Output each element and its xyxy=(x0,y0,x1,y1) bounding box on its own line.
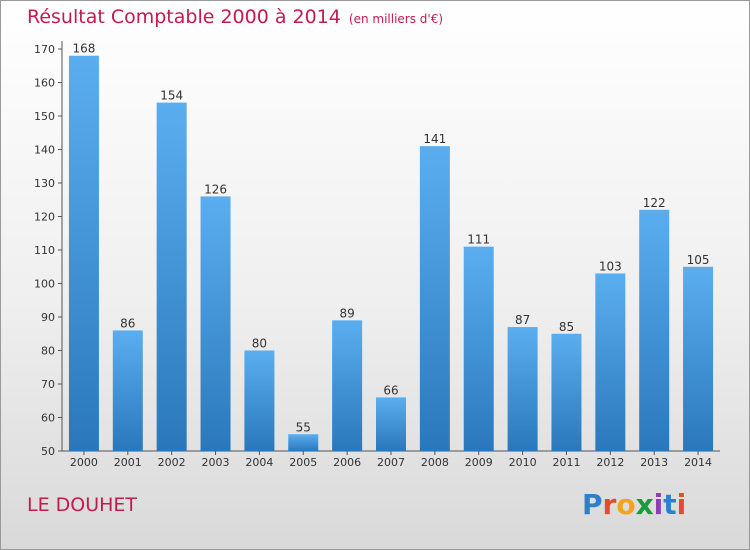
x-tick-label-2013: 2013 xyxy=(640,456,668,469)
bar-2000 xyxy=(68,55,99,451)
x-tick-label-2014: 2014 xyxy=(684,456,712,469)
x-tick-label-2008: 2008 xyxy=(421,456,449,469)
x-tick-label-2011: 2011 xyxy=(552,456,580,469)
bar-2008 xyxy=(419,146,450,451)
x-tick-label-2009: 2009 xyxy=(465,456,493,469)
x-tick-label-2012: 2012 xyxy=(596,456,624,469)
data-label-2011: 85 xyxy=(559,320,574,334)
data-label-2005: 55 xyxy=(296,420,311,434)
y-tick-label: 120 xyxy=(34,211,55,224)
bar-2004 xyxy=(244,350,275,451)
data-label-2007: 66 xyxy=(383,383,398,397)
y-tick-label: 100 xyxy=(34,278,55,291)
bar-2005 xyxy=(288,434,319,451)
y-tick-label: 150 xyxy=(34,110,55,123)
data-label-2009: 111 xyxy=(467,233,490,247)
data-label-2014: 105 xyxy=(687,253,710,267)
y-tick-label: 130 xyxy=(34,177,55,190)
bar-2007 xyxy=(376,397,406,451)
commune-name: LE DOUHET xyxy=(27,494,138,516)
data-label-2002: 154 xyxy=(160,89,183,103)
data-label-2004: 80 xyxy=(252,337,267,351)
y-tick-label: 60 xyxy=(41,412,55,425)
y-tick-label: 110 xyxy=(34,244,55,257)
x-tick-label-2003: 2003 xyxy=(202,456,230,469)
y-tick-label: 70 xyxy=(41,378,55,391)
data-label-2006: 89 xyxy=(339,306,354,320)
x-tick-label-2002: 2002 xyxy=(158,456,186,469)
bar-2011 xyxy=(551,333,582,451)
bar-2009 xyxy=(463,246,494,451)
bar-2003 xyxy=(200,196,231,451)
x-tick-label-2010: 2010 xyxy=(509,456,537,469)
bar-2014 xyxy=(683,266,714,451)
bar-2006 xyxy=(332,320,363,451)
y-tick-label: 170 xyxy=(34,43,55,56)
bar-2012 xyxy=(595,273,626,451)
bar-2013 xyxy=(639,209,670,451)
bar-2002 xyxy=(156,102,187,451)
data-label-2003: 126 xyxy=(204,182,227,196)
y-tick-label: 140 xyxy=(34,144,55,157)
y-tick-label: 50 xyxy=(41,445,55,458)
data-label-2001: 86 xyxy=(120,316,135,330)
data-label-2013: 122 xyxy=(643,196,666,210)
x-tick-label-2000: 2000 xyxy=(70,456,98,469)
bar-2010 xyxy=(507,327,538,451)
y-tick-label: 90 xyxy=(41,311,55,324)
data-label-2012: 103 xyxy=(599,259,622,273)
data-label-2010: 87 xyxy=(515,313,530,327)
data-label-2000: 168 xyxy=(72,42,95,56)
chart-title: Résultat Comptable 2000 à 2014 (en millie… xyxy=(27,6,444,28)
x-tick-label-2001: 2001 xyxy=(114,456,142,469)
chart-subtitle: (en milliers d'€) xyxy=(348,12,444,26)
y-tick-label: 160 xyxy=(34,77,55,90)
data-label-2008: 141 xyxy=(423,132,446,146)
proxiti-logo: Proxiti xyxy=(582,488,687,521)
x-tick-label-2007: 2007 xyxy=(377,456,405,469)
x-tick-label-2004: 2004 xyxy=(245,456,273,469)
x-tick-label-2006: 2006 xyxy=(333,456,361,469)
y-tick-label: 80 xyxy=(41,345,55,358)
x-tick-label-2005: 2005 xyxy=(289,456,317,469)
bar-2001 xyxy=(112,330,143,451)
